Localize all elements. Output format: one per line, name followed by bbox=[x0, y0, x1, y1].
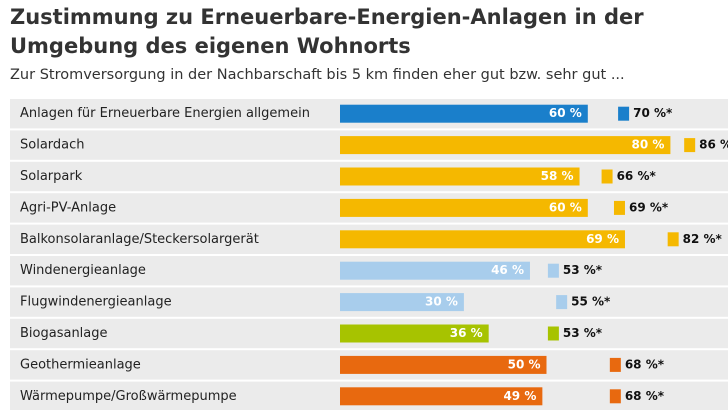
marker bbox=[547, 326, 559, 341]
marker bbox=[609, 357, 621, 372]
category-label: Wärmepumpe/Großwärmepumpe bbox=[20, 389, 237, 404]
chart-title: Zustimmung zu Erneuerbare-Energien-Anlag… bbox=[10, 5, 644, 29]
category-label: Biogasanlage bbox=[20, 326, 108, 341]
marker bbox=[601, 169, 613, 184]
marker-label: 70 %* bbox=[633, 106, 673, 120]
value-label: 69 % bbox=[586, 232, 619, 246]
marker-label: 86 %* bbox=[699, 138, 728, 152]
marker bbox=[556, 295, 568, 310]
category-label: Windenergieanlage bbox=[20, 263, 146, 278]
marker-label: 82 %* bbox=[683, 232, 723, 246]
bar bbox=[340, 355, 547, 374]
bar bbox=[340, 104, 588, 123]
category-label: Agri-PV-Anlage bbox=[20, 200, 116, 215]
category-label: Anlagen für Erneuerbare Energien allgeme… bbox=[20, 106, 310, 121]
marker bbox=[618, 106, 630, 121]
value-label: 60 % bbox=[549, 200, 582, 214]
marker-label: 53 %* bbox=[563, 326, 603, 340]
bar bbox=[340, 198, 588, 217]
category-label: Balkonsolaranlage/Steckersolargerät bbox=[20, 232, 259, 247]
marker bbox=[609, 389, 621, 404]
marker-label: 68 %* bbox=[625, 389, 665, 403]
bar bbox=[340, 261, 530, 280]
value-label: 36 % bbox=[450, 326, 483, 340]
marker-label: 68 %* bbox=[625, 357, 665, 371]
chart-subtitle: Zur Stromversorgung in der Nachbarschaft… bbox=[10, 67, 625, 83]
value-label: 30 % bbox=[425, 295, 458, 309]
marker bbox=[684, 138, 696, 153]
bar bbox=[340, 136, 671, 155]
marker bbox=[667, 232, 679, 247]
marker bbox=[613, 200, 625, 215]
bar bbox=[340, 167, 580, 186]
marker bbox=[547, 263, 559, 278]
category-label: Solardach bbox=[20, 138, 85, 153]
value-label: 58 % bbox=[541, 169, 574, 183]
category-label: Geothermieanlage bbox=[20, 357, 141, 372]
value-label: 50 % bbox=[508, 357, 541, 371]
bar bbox=[340, 293, 464, 312]
marker-label: 69 %* bbox=[629, 200, 669, 214]
marker-label: 53 %* bbox=[563, 263, 603, 277]
bar bbox=[340, 387, 543, 406]
value-label: 80 % bbox=[631, 138, 664, 152]
category-label: Flugwindenergieanlage bbox=[20, 295, 172, 310]
value-label: 46 % bbox=[491, 263, 524, 277]
bar bbox=[340, 324, 489, 343]
chart-title: Umgebung des eigenen Wohnorts bbox=[10, 34, 411, 58]
marker-label: 66 %* bbox=[617, 169, 657, 183]
bar bbox=[340, 230, 625, 249]
category-label: Solarpark bbox=[20, 169, 83, 184]
marker-label: 55 %* bbox=[571, 295, 611, 309]
value-label: 60 % bbox=[549, 106, 582, 120]
value-label: 49 % bbox=[503, 389, 536, 403]
